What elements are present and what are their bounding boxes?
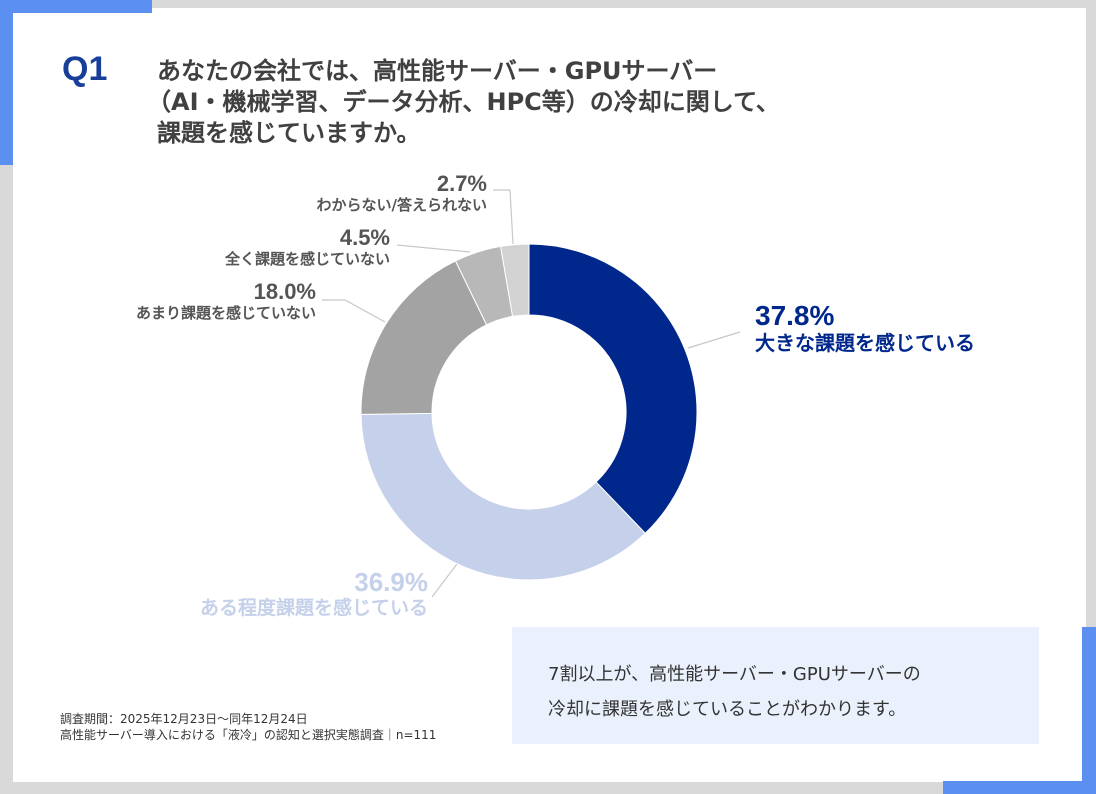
label-group-0: 37.8% 大きな課題を感じている [755, 300, 975, 356]
survey-footer: 調査期間：2025年12月23日～同年12月24日 高性能サーバー導入における「… [60, 711, 436, 743]
leader-line [687, 331, 741, 349]
leader-line [396, 244, 471, 253]
label-group-4: 2.7% わからない/答えられない [316, 171, 487, 215]
note-line: 冷却に課題を感じていることがわかります。 [548, 699, 907, 720]
donut-slice-1 [360, 412, 646, 581]
footer-line: 調査期間：2025年12月23日～同年12月24日 [60, 712, 308, 726]
label-group-1: 36.9% ある程度課題を感じている [200, 568, 428, 620]
title-line: あなたの会社では、高性能サーバー・GPUサーバー [157, 57, 718, 85]
leader-line [493, 189, 514, 245]
category-label: わからない/答えられない [316, 196, 487, 214]
title-line: 課題を感じていますか。 [157, 119, 421, 147]
data-label: 2.7% [436, 171, 487, 196]
donut-slice-0 [528, 243, 698, 534]
accent-bar-bottom [943, 781, 1096, 794]
category-label: あまり課題を感じていない [135, 304, 316, 322]
leader-line [322, 299, 386, 323]
category-label: 大きな課題を感じている [755, 331, 975, 355]
label-group-2: 18.0% あまり課題を感じていない [135, 279, 316, 323]
accent-bar-left [0, 0, 13, 165]
category-label: ある程度課題を感じている [199, 597, 428, 619]
data-label: 4.5% [339, 225, 390, 250]
label-group-3: 4.5% 全く課題を感じていない [224, 225, 390, 269]
summary-note: 7割以上が、高性能サーバー・GPUサーバーの 冷却に課題を感じていることがわかり… [512, 627, 1039, 744]
data-label: 18.0% [253, 279, 316, 304]
leader-line [431, 559, 461, 598]
data-label: 37.8% [755, 300, 835, 331]
data-label: 36.9% [354, 567, 428, 597]
category-label: 全く課題を感じていない [224, 250, 390, 268]
question-number: Q1 [62, 50, 108, 88]
note-line: 7割以上が、高性能サーバー・GPUサーバーの [548, 664, 921, 685]
accent-bar-top [0, 0, 152, 13]
accent-bar-right [1082, 627, 1096, 794]
footer-line: 高性能サーバー導入における「液冷」の認知と選択実態調査｜n=111 [60, 728, 437, 742]
donut-slice-4 [500, 243, 530, 317]
question-title: あなたの会社では、高性能サーバー・GPUサーバー （AI・機械学習、データ分析、… [147, 56, 780, 149]
title-line: （AI・機械学習、データ分析、HPC等）の冷却に関して、 [147, 88, 780, 116]
